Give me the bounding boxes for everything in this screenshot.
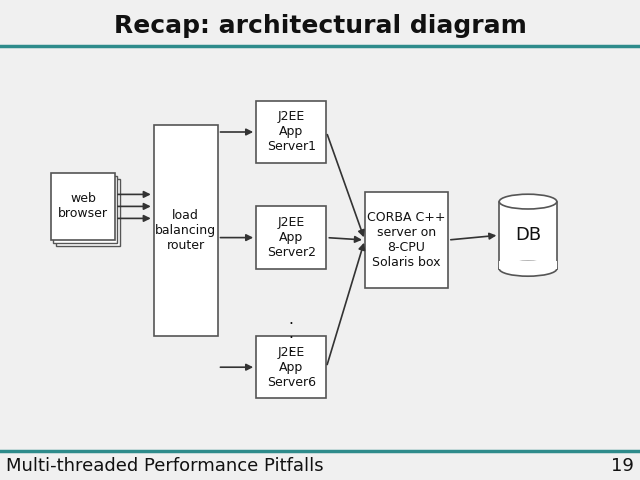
Bar <box>499 262 557 269</box>
Ellipse shape <box>499 194 557 209</box>
Text: J2EE
App
Server6: J2EE App Server6 <box>267 346 316 389</box>
Text: Recap: architectural diagram: Recap: architectural diagram <box>113 14 527 38</box>
Text: CORBA C++
server on
8-CPU
Solaris box: CORBA C++ server on 8-CPU Solaris box <box>367 211 445 269</box>
Ellipse shape <box>499 262 557 276</box>
FancyBboxPatch shape <box>256 206 326 269</box>
FancyBboxPatch shape <box>256 336 326 398</box>
FancyBboxPatch shape <box>365 192 448 288</box>
Bar <box>499 202 557 269</box>
Text: DB: DB <box>515 226 541 244</box>
Text: Multi-threaded Performance Pitfalls: Multi-threaded Performance Pitfalls <box>6 456 324 475</box>
FancyBboxPatch shape <box>51 173 115 240</box>
FancyBboxPatch shape <box>54 176 118 243</box>
Text: .: . <box>289 312 294 327</box>
FancyBboxPatch shape <box>154 125 218 336</box>
Text: web
browser: web browser <box>58 192 108 220</box>
Text: .: . <box>289 326 294 341</box>
Text: .: . <box>289 340 294 356</box>
FancyBboxPatch shape <box>56 179 120 246</box>
Text: J2EE
App
Server2: J2EE App Server2 <box>267 216 316 259</box>
FancyBboxPatch shape <box>256 101 326 163</box>
Text: load
balancing
router: load balancing router <box>155 209 216 252</box>
Text: J2EE
App
Server1: J2EE App Server1 <box>267 110 316 154</box>
Text: 19: 19 <box>611 456 634 475</box>
